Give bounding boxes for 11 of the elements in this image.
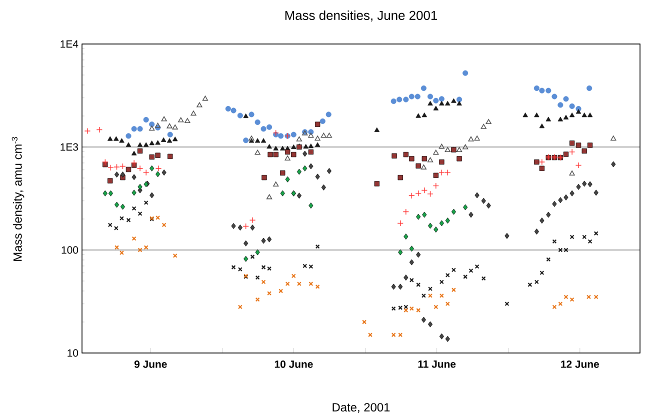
chart-title: Mass densities, June 2001 — [285, 10, 438, 22]
y-tick-label: 1E4 — [60, 40, 78, 48]
x-axis-title: Date, 2001 — [332, 403, 390, 413]
y-tick-label: 100 — [62, 246, 78, 254]
x-tick-label: 10 June — [274, 360, 313, 368]
x-tick-label: 12 June — [561, 360, 600, 368]
y-tick-label: 1E3 — [60, 143, 78, 151]
y-tick-label: 10 — [68, 349, 78, 357]
x-tick-label: 9 June — [134, 360, 167, 368]
x-tick-label: 11 June — [418, 360, 456, 368]
y-axis-title: Mass density, amu cm$^{-3}$ — [12, 137, 24, 261]
